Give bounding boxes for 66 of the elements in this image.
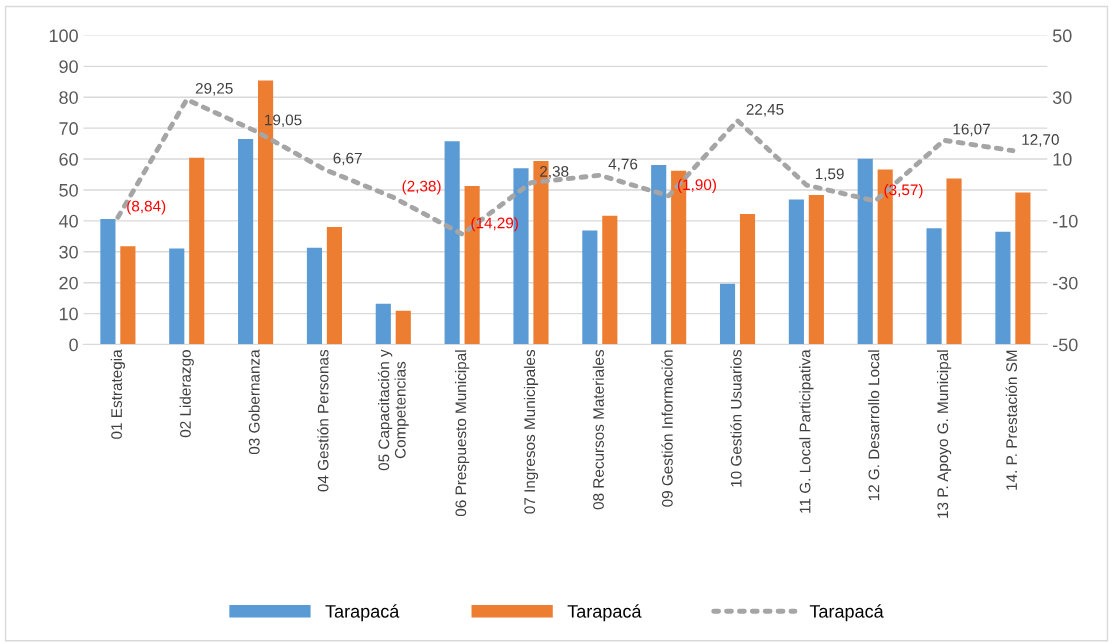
x-tick-label: 03 Gobernanza [248, 349, 260, 455]
line-series [115, 97, 1016, 237]
bar [306, 247, 323, 345]
bar [857, 158, 873, 345]
x-tick-label: 12 G. Desarrollo Local [868, 350, 880, 501]
data-label: 6,67 [333, 152, 362, 166]
x-tick-label: 11 G. Local Participativa [799, 349, 814, 513]
bar [395, 310, 411, 345]
bar [651, 164, 667, 345]
y2-tick-label: -10 [1053, 214, 1078, 228]
bar [169, 248, 185, 345]
y2-tick-label: 10 [1053, 153, 1072, 166]
bar [1015, 192, 1031, 345]
x-tick-label: 10 Gestión Usuarios [730, 349, 742, 487]
x-tick-label: 05 Capacitación y Competencias [377, 349, 409, 471]
y2-tick-label: -50 [1053, 338, 1078, 352]
y-tick-label: 20 [59, 276, 78, 290]
data-label: (8,84) [127, 200, 166, 215]
x-tick-label: 14. P. Prestación SM [1005, 350, 1018, 490]
bar [238, 138, 254, 345]
bar [326, 227, 342, 345]
y-tick-label: 30 [59, 245, 78, 259]
x-tick-label: 02 Liderazgo [179, 350, 194, 438]
y-tick-label: 100 [49, 29, 78, 43]
y-tick-label: 10 [59, 307, 78, 321]
legend-label: Tarapacá [325, 604, 400, 622]
y2-tick-label: -30 [1053, 276, 1078, 290]
x-tick-label: 04 Gestión Personas [317, 349, 329, 492]
legend-label: Tarapacá [809, 604, 884, 622]
x-tick-label: 07 Ingresos Municipales [523, 349, 539, 514]
data-label: (2,38) [402, 180, 441, 195]
bar [926, 228, 942, 345]
data-label: 22,45 [746, 103, 784, 117]
bar [582, 230, 598, 345]
bar [946, 178, 962, 345]
bar [120, 246, 136, 345]
bar [719, 283, 736, 345]
data-label: 12,70 [1022, 134, 1059, 147]
y2-tick-label: 50 [1052, 29, 1072, 43]
bar [788, 199, 804, 345]
bar [189, 157, 205, 345]
bar [739, 214, 756, 345]
bar [808, 194, 824, 345]
y2-tick-label: 30 [1052, 91, 1072, 104]
y-tick-label: 80 [59, 91, 78, 104]
x-tick-label: 06 Prespuesto Municipal [455, 350, 470, 517]
data-label: 4,76 [608, 158, 638, 172]
y-tick-label: 40 [58, 214, 78, 228]
bar [602, 215, 618, 345]
data-label: 16,07 [953, 123, 990, 137]
bar [995, 231, 1011, 345]
bar [444, 141, 460, 345]
y-tick-label: 50 [59, 183, 78, 197]
x-tick-label: 08 Recursos Materiales [592, 349, 604, 510]
y-tick-label: 90 [59, 60, 78, 74]
y-tick-label: 60 [59, 153, 78, 166]
bar [100, 219, 116, 345]
y-tick-label: 70 [59, 122, 78, 135]
legend-label: Tarapacá [567, 604, 642, 622]
data-label: 1,59 [815, 168, 844, 182]
x-tick-label: 01 Estrategia [110, 349, 126, 439]
y-tick-label: 0 [69, 338, 78, 352]
data-label: 29,25 [195, 82, 233, 96]
x-tick-label: 09 Gestión Información [661, 350, 673, 507]
bar [375, 303, 391, 345]
x-tick-label: 13 P. Apoyo G. Municipal [936, 350, 952, 518]
